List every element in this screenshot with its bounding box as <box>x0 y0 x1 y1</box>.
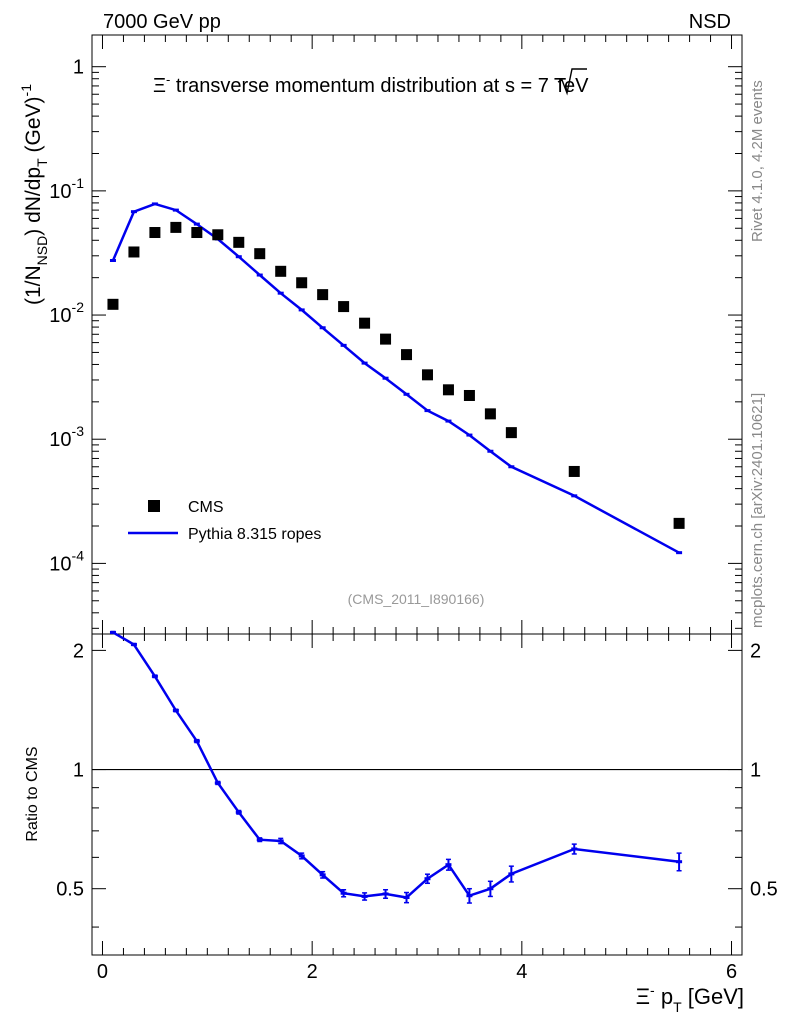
main-y-tick-label: 1 <box>73 57 84 79</box>
energy-label: 7000 GeV pp <box>103 11 221 33</box>
ylabel-part-b: ) dN/dp <box>22 167 45 236</box>
cms-point <box>191 227 203 239</box>
cms-point <box>107 298 119 310</box>
pythia-line <box>111 202 680 554</box>
ylabel-sub-nsd: NSD <box>34 236 50 266</box>
x-tick-label: 2 <box>307 961 318 983</box>
ratio-y-tick-label-right: 1 <box>750 760 761 782</box>
cms-point <box>212 229 224 241</box>
x-axis-label: Ξ- pT [GeV] <box>636 982 744 1015</box>
cms-point <box>170 221 182 233</box>
cms-point <box>296 277 308 289</box>
ylabel-sub-t: T <box>34 158 50 167</box>
ratio-y-tick-label-right: 0.5 <box>750 879 778 901</box>
analysis-tag: (CMS_2011_I890166) <box>348 591 485 607</box>
legend-marker-cms <box>148 500 160 512</box>
x-tick-label: 6 <box>726 961 737 983</box>
cms-point <box>149 227 161 239</box>
x-tick-label: 4 <box>516 961 527 983</box>
cms-point <box>128 246 140 258</box>
cms-point <box>442 384 454 396</box>
chart-title: Ξ- transverse momentum distribution at s… <box>153 72 589 97</box>
ylabel-part-c: (GeV) <box>22 96 45 158</box>
cms-point <box>380 333 392 345</box>
xlabel-unit: [GeV] <box>682 984 744 1009</box>
legend-label-pythia: Pythia 8.315 ropes <box>188 526 321 543</box>
cms-point <box>673 517 685 529</box>
ratio-line <box>112 631 680 899</box>
xlabel-sub-t: T <box>673 999 682 1015</box>
cms-point <box>484 408 496 420</box>
cms-point <box>317 289 329 301</box>
cms-point <box>401 349 413 361</box>
main-y-tick-label: 10-1 <box>49 175 84 203</box>
cms-point <box>233 236 245 248</box>
ratio-y-tick-label-right: 2 <box>750 640 761 662</box>
sqrt-sign-icon <box>557 68 587 96</box>
cms-point <box>275 265 287 277</box>
process-label: NSD <box>689 11 731 33</box>
xlabel-xi-symbol: Ξ <box>636 984 650 1009</box>
mcplots-label: mcplots.cern.ch [arXiv:2401.10621] <box>749 393 766 628</box>
main-axis-ticks: 1 10-1 10-2 10-3 10-4 <box>49 35 742 634</box>
cms-point <box>359 317 371 329</box>
ratio-plot-frame <box>91 633 743 956</box>
title-xi-charge: - <box>166 72 170 87</box>
xlabel-p: p <box>655 984 673 1009</box>
title-xi-symbol: Ξ <box>153 75 166 97</box>
cms-point <box>463 389 475 401</box>
main-plot-frame <box>91 34 743 635</box>
ratio-y-tick-label: 0.5 <box>56 879 84 901</box>
main-y-axis-label: (1/NNSD) dN/dpT (GeV)-1 <box>18 84 50 305</box>
cms-point <box>254 248 266 260</box>
ratio-axis-ticks: 0 2 4 6 0.5 0.5 1 1 2 2 <box>56 634 778 983</box>
cms-point <box>338 301 350 313</box>
ratio-y-axis-label: Ratio to CMS <box>24 746 41 841</box>
title-mid-text: transverse momentum distribution at <box>170 75 505 97</box>
ylabel-sup: -1 <box>18 84 34 97</box>
main-series-layer <box>107 202 685 555</box>
main-y-tick-label: 10-2 <box>49 299 84 327</box>
title-suffix: = 7 TeV <box>515 75 589 97</box>
main-y-tick-label: 10-3 <box>49 423 84 451</box>
legend-label-cms: CMS <box>188 499 224 516</box>
cms-point <box>421 369 433 381</box>
x-tick-label: 0 <box>97 961 108 983</box>
ylabel-part-a: (1/N <box>22 265 45 305</box>
rivet-label: Rivet 4.1.0, 4.2M events <box>749 80 766 242</box>
ratio-y-tick-label: 1 <box>73 760 84 782</box>
legend: CMS Pythia 8.315 ropes <box>128 499 321 543</box>
title-sqrt-s: s <box>505 75 515 97</box>
ratio-series-layer <box>109 630 683 904</box>
main-y-tick-label: 10-4 <box>49 547 84 575</box>
xlabel-xi-charge: - <box>650 982 655 998</box>
ratio-y-tick-label: 2 <box>73 640 84 662</box>
cms-point <box>568 465 580 477</box>
cms-point <box>505 427 517 439</box>
